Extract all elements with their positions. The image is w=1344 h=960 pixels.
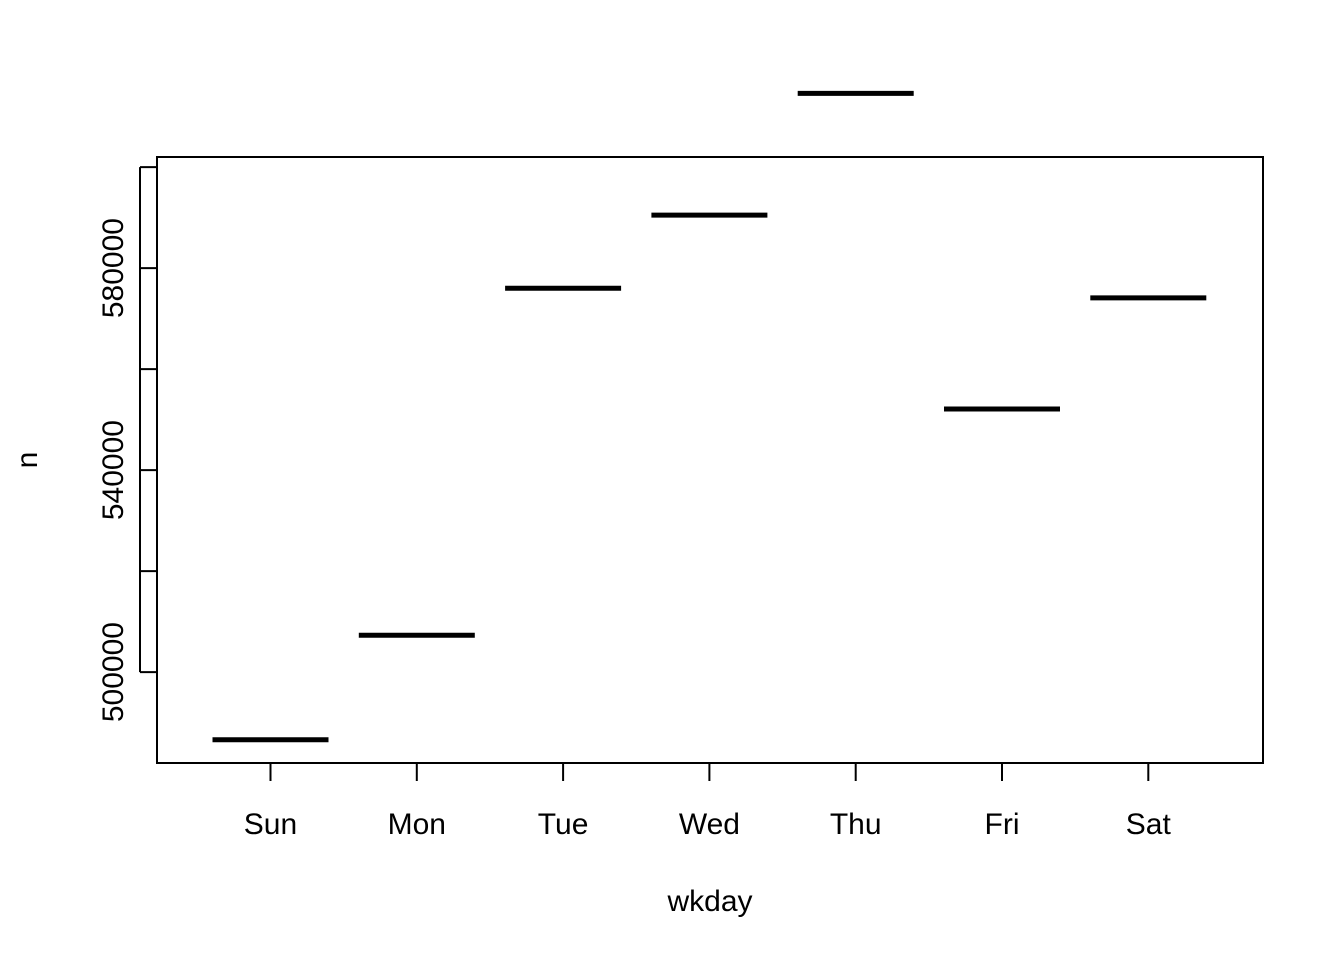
x-tick-label: Sun <box>244 808 297 841</box>
plot-frame <box>156 156 1264 764</box>
y-tick-label: 540000 <box>97 420 130 520</box>
x-tick-label: Mon <box>388 808 446 841</box>
y-axis: 500000 540000 580000 <box>97 166 157 722</box>
x-axis-title: wkday <box>666 885 752 918</box>
x-tick-label: Tue <box>538 808 589 841</box>
data-marks <box>212 90 1207 743</box>
x-tick-label: Sat <box>1126 808 1172 841</box>
x-tick-label: Wed <box>679 808 740 841</box>
y-axis-title: n <box>11 452 44 469</box>
x-tick-label: Thu <box>830 808 882 841</box>
y-tick-label: 580000 <box>97 218 130 318</box>
y-tick-label: 500000 <box>97 622 130 722</box>
x-tick-label: Fri <box>985 808 1020 841</box>
x-axis: Sun Mon Tue Wed Thu Fri Sat <box>244 762 1172 841</box>
